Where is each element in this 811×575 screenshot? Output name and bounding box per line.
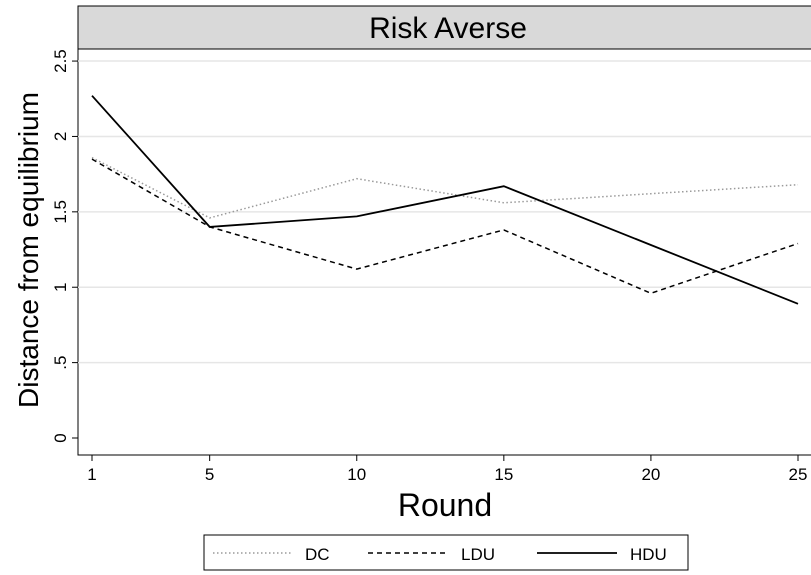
x-tick-label: 5 [205,465,214,484]
title-band [77,5,811,50]
y-tick-label: 2 [51,132,70,141]
x-axis-title: Round [398,487,492,523]
legend-label-ldu: LDU [461,545,495,564]
x-tick-label: 1 [87,465,96,484]
plot-frame [77,5,811,456]
legend-label-dc: DC [305,545,330,564]
series-line-hdu [91,95,799,305]
y-tick-label: .5 [51,356,70,370]
x-tick-label: 10 [347,465,366,484]
series-line-dc [91,156,799,219]
gridlines [78,60,811,364]
y-axis-title: Distance from equilibrium [13,92,44,408]
y-tick-label: 2.5 [51,49,70,73]
chart-title: Risk Averse [369,12,527,45]
axes: 0.511.522.51 5 10 15 20 25 [51,49,807,484]
y-tick-label: 0 [51,433,70,442]
series-lines [91,95,799,305]
x-tick-label: 15 [494,465,513,484]
y-tick-label: 1 [51,282,70,291]
y-tick-label: 1.5 [51,200,70,224]
x-tick-label: 20 [641,465,660,484]
x-tick-label: 25 [789,465,808,484]
legend: DC LDU HDU [203,534,689,571]
series-line-ldu [91,158,799,295]
legend-label-hdu: HDU [630,545,667,564]
